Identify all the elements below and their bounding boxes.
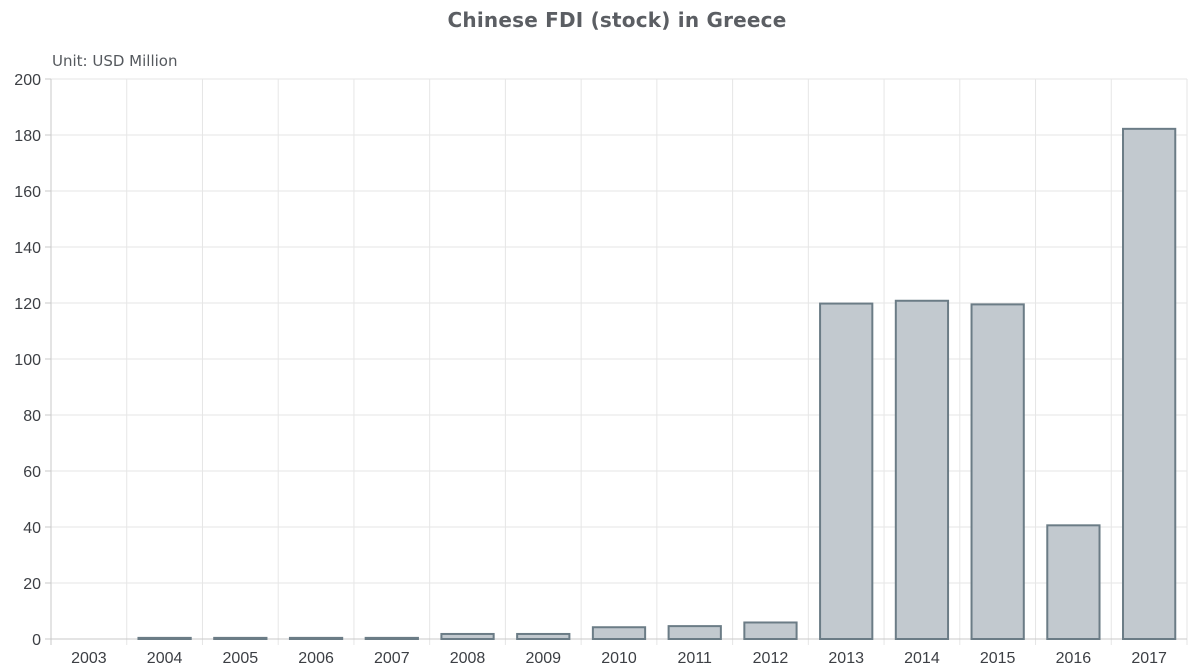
x-tick-label: 2009: [525, 650, 561, 664]
y-tick-label: 40: [23, 520, 41, 537]
x-tick-label: 2013: [828, 650, 864, 664]
chart-title: Chinese FDI (stock) in Greece: [447, 8, 787, 32]
bar-2017: [1122, 127, 1177, 640]
y-tick-label: 100: [14, 352, 41, 369]
x-tick-label: 2010: [601, 650, 637, 664]
bar-2014: [894, 299, 950, 640]
y-axis-ticks: 0 20 40 60 80 100 120 140 160 180 200: [14, 72, 41, 649]
x-tick-label: 2006: [298, 650, 334, 664]
bars: [137, 127, 1177, 641]
bar-2007: [364, 636, 419, 641]
x-tick-label: 2008: [450, 650, 486, 664]
x-tick-label: 2011: [678, 650, 713, 664]
y-tick-label: 120: [14, 296, 41, 313]
x-tick-label: 2005: [223, 650, 259, 664]
y-tick-label: 160: [14, 184, 41, 201]
bar-2011: [667, 625, 722, 640]
x-tick-label: 2016: [1056, 650, 1092, 664]
y-tick-label: 200: [14, 72, 41, 89]
x-tick-label: 2015: [980, 650, 1016, 664]
bar-2004: [137, 636, 192, 641]
x-tick-label: 2012: [753, 650, 789, 664]
bar-2016: [1046, 524, 1101, 641]
x-tick-label: 2007: [374, 650, 410, 664]
x-tick-label: 2017: [1131, 650, 1167, 664]
x-tick-label: 2014: [904, 650, 940, 664]
bar-2005: [213, 636, 268, 641]
bar-2010: [591, 626, 647, 640]
x-tick-label: 2004: [147, 650, 183, 664]
bar-2015: [970, 303, 1025, 640]
bar-2006: [288, 636, 344, 641]
y-tick-label: 180: [14, 128, 41, 145]
x-tick-label: 2003: [71, 650, 107, 664]
bar-2009: [516, 632, 571, 641]
unit-label: Unit: USD Million: [52, 52, 178, 70]
bar-2008: [440, 632, 495, 641]
bar-2013: [819, 302, 874, 640]
y-tick-label: 60: [23, 464, 41, 481]
x-axis-ticks: 2003 2004 2005 2006 2007 2008 2009 2010 2011 2012…: [71, 650, 1167, 664]
y-tick-label: 20: [23, 576, 41, 593]
bar-2012: [743, 621, 798, 640]
y-tick-label: 0: [32, 632, 41, 649]
y-tick-label: 80: [23, 408, 41, 425]
y-tick-label: 140: [14, 240, 41, 257]
